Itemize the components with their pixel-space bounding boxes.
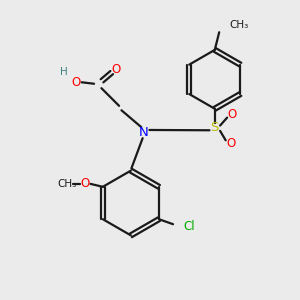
Text: O: O xyxy=(72,76,81,89)
Text: Cl: Cl xyxy=(183,220,195,233)
Text: S: S xyxy=(211,122,219,134)
Text: CH₃: CH₃ xyxy=(58,179,77,189)
Text: O: O xyxy=(80,177,90,190)
Text: O: O xyxy=(228,108,237,121)
Text: O: O xyxy=(226,137,236,150)
Text: CH₃: CH₃ xyxy=(230,20,249,30)
Text: O: O xyxy=(112,62,121,76)
Text: H: H xyxy=(60,67,68,77)
Text: N: N xyxy=(139,126,149,139)
